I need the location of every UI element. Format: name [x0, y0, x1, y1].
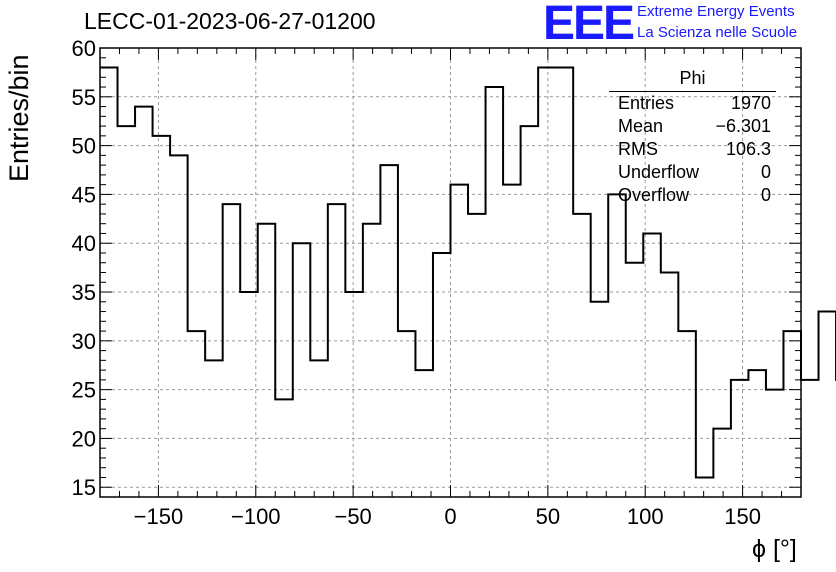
y-tick-label: 30	[72, 329, 96, 354]
stats-key: Underflow	[618, 162, 700, 182]
stats-value: 1970	[730, 93, 771, 113]
histogram-bin	[188, 331, 206, 497]
stats-key: Mean	[618, 116, 664, 136]
histogram-bin	[258, 224, 276, 497]
logo-line-1: Extreme Energy Events	[637, 3, 795, 20]
histogram-bin	[643, 233, 661, 497]
histogram-bin	[556, 68, 574, 497]
histogram-bin	[538, 68, 556, 497]
y-tick-label: 50	[72, 134, 96, 159]
x-tick-label: 150	[724, 504, 761, 529]
histogram-bin	[608, 194, 626, 497]
logo-line-2: La Scienza nelle Scuole	[637, 24, 798, 41]
y-axis-label: Entries/bin	[4, 54, 34, 182]
histogram-bin	[766, 390, 784, 497]
histogram-bin	[205, 360, 223, 497]
histogram-bin	[310, 360, 328, 497]
histogram-bin	[819, 312, 836, 497]
stats-value: 0	[760, 162, 771, 182]
y-tick-label: 40	[72, 231, 96, 256]
stats-box: Phi Entries 1970 Mean −6.301 RMS 106.3 U…	[609, 68, 779, 207]
histogram-bin	[678, 331, 696, 497]
stats-row-rms: RMS 106.3	[612, 138, 779, 161]
x-axis-label: ϕ [°]	[752, 535, 797, 563]
y-tick-label: 60	[72, 36, 96, 61]
histogram-bin	[521, 126, 539, 497]
histogram-bin	[275, 399, 293, 497]
stats-row-entries: Entries 1970	[612, 92, 779, 115]
stats-row-overflow: Overflow 0	[612, 184, 779, 207]
y-tick-label: 20	[72, 426, 96, 451]
histogram-bin	[731, 380, 749, 497]
x-tick-label: 50	[536, 504, 560, 529]
stats-row-underflow: Underflow 0	[612, 161, 779, 184]
histogram-bin	[451, 185, 469, 497]
histogram-bin	[153, 136, 171, 497]
histogram-bin	[118, 126, 136, 497]
stats-key: Overflow	[618, 185, 690, 205]
histogram-bin	[661, 273, 679, 498]
x-tick-label: −50	[334, 504, 371, 529]
x-tick-label: 100	[627, 504, 664, 529]
histogram-bin	[626, 263, 644, 497]
x-tick-label: −100	[231, 504, 281, 529]
histogram-bin	[398, 331, 416, 497]
histogram-bin	[328, 204, 346, 497]
histogram-bin	[135, 107, 153, 497]
histogram-bin	[573, 214, 591, 497]
y-tick-label: 35	[72, 280, 96, 305]
x-tick-label: 0	[444, 504, 456, 529]
histogram-bin	[783, 331, 801, 497]
y-tick-label: 55	[72, 85, 96, 110]
y-tick-label: 15	[72, 475, 96, 500]
x-tick-label: −150	[134, 504, 184, 529]
eee-logo: EEE	[543, 0, 635, 50]
histogram-bin	[486, 87, 504, 497]
histogram-bin	[223, 204, 241, 497]
y-tick-label: 25	[72, 378, 96, 403]
histogram-bin	[591, 302, 609, 497]
histogram-bin	[363, 224, 381, 497]
stats-value: 0	[760, 185, 771, 205]
histogram-bin	[468, 214, 486, 497]
stats-value: −6.301	[715, 116, 771, 136]
histogram-bin	[380, 165, 398, 497]
histogram-bin	[433, 253, 451, 497]
histogram-bin	[696, 477, 714, 497]
histogram-bin	[503, 185, 521, 497]
stats-title: Phi	[609, 68, 776, 92]
histogram-bin	[713, 429, 731, 497]
histogram-bin	[748, 370, 766, 497]
stats-key: RMS	[618, 139, 658, 159]
stats-key: Entries	[618, 93, 675, 113]
histogram-bin	[240, 292, 258, 497]
stats-value: 106.3	[725, 139, 771, 159]
histogram-bin	[345, 292, 363, 497]
chart-title: LECC-01-2023-06-27-01200	[84, 8, 376, 34]
stats-row-mean: Mean −6.301	[612, 115, 779, 138]
histogram-bin	[293, 243, 311, 497]
histogram-series	[100, 66, 836, 479]
histogram-bin	[170, 155, 188, 497]
y-tick-label: 45	[72, 182, 96, 207]
histogram-bin	[801, 380, 819, 497]
histogram-bin	[415, 370, 433, 497]
